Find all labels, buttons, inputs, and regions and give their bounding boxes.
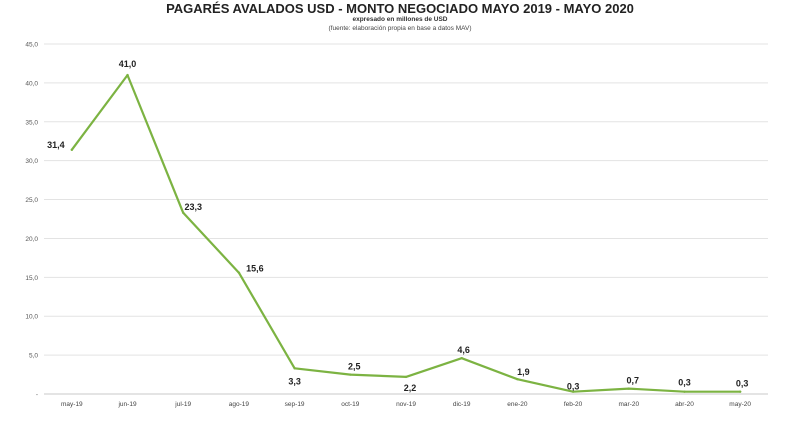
data-label: 2,5 <box>348 362 361 372</box>
data-label: 4,6 <box>457 345 470 355</box>
data-point <box>404 375 408 379</box>
data-label: 31,4 <box>47 140 65 150</box>
y-tick-label: 10,0 <box>25 314 38 321</box>
data-point <box>627 387 630 390</box>
x-tick-label: ago-19 <box>229 401 250 408</box>
data-point <box>182 211 185 214</box>
data-point <box>293 367 296 370</box>
y-tick-label: - <box>36 392 38 399</box>
y-tick-label: 45,0 <box>25 42 38 49</box>
x-tick-label: ene-20 <box>507 401 528 408</box>
y-tick-label: 40,0 <box>25 80 38 87</box>
data-label: 0,3 <box>736 379 749 389</box>
x-tick-label: sep-19 <box>285 401 305 408</box>
data-label: 0,3 <box>567 382 580 392</box>
data-label: 41,0 <box>119 59 137 69</box>
x-tick-label: mar-20 <box>618 401 639 408</box>
y-tick-label: 35,0 <box>25 119 38 126</box>
x-tick-label: abr-20 <box>675 401 694 408</box>
x-tick-label: nov-19 <box>396 401 416 408</box>
x-tick-label: jun-19 <box>117 401 136 408</box>
data-point <box>126 73 129 77</box>
chart-source: (fuente: elaboración propia en base a da… <box>328 25 472 32</box>
data-label: 23,3 <box>184 202 202 212</box>
data-label: 2,2 <box>404 383 417 393</box>
x-tick-label: may-20 <box>729 401 751 408</box>
data-point <box>516 378 519 381</box>
data-point <box>683 390 686 393</box>
y-tick-label: 20,0 <box>25 236 38 243</box>
y-tick-label: 15,0 <box>25 275 38 282</box>
data-point <box>738 390 742 393</box>
chart-subtitle: expresado en millones de USD <box>352 16 448 23</box>
x-tick-label: dic-19 <box>453 401 471 408</box>
series-line <box>70 73 742 393</box>
y-tick-label: 30,0 <box>25 158 38 165</box>
x-tick-label: oct-19 <box>341 401 359 408</box>
x-tick-label: may-19 <box>61 401 83 408</box>
x-tick-label: jul-19 <box>174 401 191 408</box>
data-label: 3,3 <box>288 376 301 386</box>
data-point <box>70 148 74 151</box>
chart-title: PAGARÉS AVALADOS USD - MONTO NEGOCIADO M… <box>166 1 634 16</box>
x-tick-label: feb-20 <box>564 401 583 408</box>
data-point <box>571 390 575 393</box>
y-tick-label: 25,0 <box>25 197 38 204</box>
data-point <box>349 373 352 376</box>
data-label: 1,9 <box>517 367 530 377</box>
data-point <box>237 271 241 274</box>
data-label: 0,3 <box>678 378 691 388</box>
data-label: 0,7 <box>627 376 640 386</box>
data-label: 15,6 <box>246 264 264 274</box>
y-tick-label: 5,0 <box>29 353 38 360</box>
data-point <box>460 357 463 360</box>
